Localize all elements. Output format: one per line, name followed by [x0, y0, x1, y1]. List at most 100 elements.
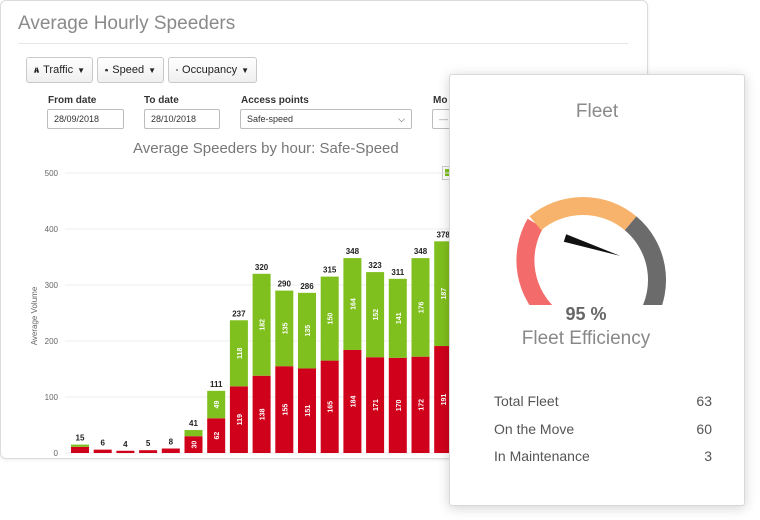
- bar-green-value-label: 141: [396, 312, 403, 324]
- bar-red-segment[interactable]: [161, 448, 180, 453]
- y-axis-title: Average Volume: [30, 286, 39, 345]
- bar-green-segment[interactable]: [343, 258, 362, 350]
- chevron-down-icon: ▼: [77, 65, 85, 75]
- bar-red-value-label: 151: [305, 405, 312, 417]
- y-tick-label: 300: [45, 281, 59, 290]
- bar-green-value-label: 49: [214, 401, 221, 409]
- panel-title: Average Hourly Speeders: [18, 13, 236, 34]
- road-icon: [34, 67, 40, 73]
- speed-dropdown-button[interactable]: Speed ▼: [97, 57, 164, 83]
- more-filter-label: Mo: [433, 95, 448, 106]
- on-the-move-label: On the Move: [494, 421, 575, 437]
- bar-green-segment[interactable]: [298, 292, 316, 369]
- bar-red-segment[interactable]: [298, 368, 316, 453]
- bar-red-value-label: 184: [350, 396, 357, 408]
- bar-green-segment[interactable]: [411, 258, 430, 357]
- bar-red-value-label: 191: [441, 394, 448, 406]
- bar-red-segment[interactable]: [139, 450, 158, 453]
- bar-red-value-label: 62: [214, 432, 221, 440]
- bar-green-value-label: 164: [350, 298, 357, 310]
- bar-red-value-label: 119: [237, 414, 244, 425]
- bar-total-label: 311: [391, 268, 404, 277]
- bar-total-label: 290: [278, 280, 292, 289]
- bar-red-value-label: 170: [396, 399, 403, 411]
- bar-red-value-label: 171: [373, 399, 380, 411]
- to-date-input[interactable]: 28/10/2018: [144, 109, 220, 129]
- y-tick-label: 200: [45, 337, 59, 346]
- bar-total-label: 5: [146, 439, 151, 448]
- occupancy-label: Occupancy: [182, 64, 238, 76]
- bar-green-value-label: 150: [328, 313, 335, 325]
- to-date-label: To date: [144, 95, 179, 106]
- bar-green-segment[interactable]: [229, 320, 248, 387]
- bar-total-label: 320: [255, 263, 269, 272]
- bar-red-segment[interactable]: [71, 446, 89, 453]
- bar-red-segment[interactable]: [252, 375, 271, 453]
- chevron-down-icon: ⌵: [398, 113, 405, 124]
- bar-red-segment[interactable]: [343, 349, 362, 453]
- on-the-move-value: 60: [696, 421, 712, 437]
- efficiency-label: Fleet Efficiency: [521, 328, 651, 349]
- bar-total-label: 348: [346, 247, 360, 256]
- bar-red-segment[interactable]: [116, 450, 135, 453]
- bar-red-segment[interactable]: [411, 356, 430, 453]
- bar-green-segment[interactable]: [184, 430, 203, 437]
- bar-red-segment[interactable]: [229, 386, 248, 453]
- y-tick-label: 100: [45, 393, 59, 402]
- access-points-select[interactable]: Safe-speed ⌵: [240, 109, 412, 129]
- from-date-input[interactable]: 28/09/2018: [47, 109, 124, 129]
- bar-green-segment[interactable]: [388, 278, 407, 358]
- speedometer-icon: [105, 68, 109, 72]
- bar-green-value-label: 176: [419, 301, 426, 313]
- bar-green-segment[interactable]: [207, 390, 226, 419]
- bar-total-label: 4: [123, 440, 128, 449]
- bar-green-segment[interactable]: [275, 290, 294, 367]
- home-icon: [176, 69, 179, 71]
- bar-green-value-label: 118: [237, 348, 244, 359]
- bar-red-segment[interactable]: [275, 366, 294, 453]
- traffic-dropdown-button[interactable]: Traffic ▼: [26, 57, 93, 83]
- bar-red-value-label: 165: [328, 401, 335, 413]
- bar-total-label: 237: [232, 309, 246, 318]
- bar-green-value-label: 187: [441, 288, 448, 300]
- bar-green-value-label: 152: [373, 309, 380, 321]
- bar-green-segment[interactable]: [71, 444, 89, 447]
- from-date-label: From date: [48, 95, 97, 106]
- fleet-title: Fleet: [575, 101, 619, 122]
- speeders-chart: 0 100 200 300 400 500 15 6 4 5 8 41 30 111 62 49 237 119…: [30, 169, 453, 458]
- bar-red-segment[interactable]: [320, 360, 339, 453]
- bar-red-value-label: 30: [192, 441, 199, 449]
- gauge-needle: [563, 234, 621, 256]
- bar-red-segment[interactable]: [207, 418, 226, 453]
- bar-green-segment[interactable]: [366, 272, 385, 358]
- bar-green-value-label: 135: [282, 322, 289, 334]
- bar-total-label: 6: [100, 439, 105, 448]
- bar-green-segment[interactable]: [252, 273, 271, 376]
- bar-red-value-label: 138: [260, 408, 267, 420]
- access-points-label: Access points: [241, 95, 309, 106]
- bar-red-segment[interactable]: [184, 436, 203, 453]
- in-maintenance-value: 3: [704, 448, 712, 464]
- bar-red-value-label: 155: [282, 404, 289, 416]
- bar-total-label: 286: [300, 282, 314, 291]
- bar-red-value-label: 172: [419, 399, 426, 411]
- bar-green-segment[interactable]: [434, 241, 453, 347]
- bar-total-label: 15: [76, 434, 85, 443]
- gauge-orange-segment: [529, 197, 637, 231]
- bar-red-segment[interactable]: [388, 357, 407, 453]
- title-divider: [18, 43, 628, 44]
- occupancy-dropdown-button[interactable]: Occupancy ▼: [168, 57, 257, 83]
- chevron-down-icon: ▼: [241, 65, 249, 75]
- in-maintenance-label: In Maintenance: [494, 448, 590, 464]
- bar-red-segment[interactable]: [366, 357, 385, 453]
- bar-total-label: 315: [323, 266, 337, 275]
- fleet-efficiency-gauge: [516, 197, 666, 305]
- bar-green-value-label: 135: [305, 325, 312, 337]
- total-fleet-value: 63: [696, 393, 712, 409]
- bar-green-segment[interactable]: [320, 276, 339, 361]
- bar-red-segment[interactable]: [93, 449, 112, 453]
- bar-red-segment[interactable]: [434, 346, 453, 453]
- bar-total-label: 41: [189, 419, 198, 428]
- gauge-red-segment: [516, 218, 553, 305]
- bar-green-value-label: 182: [260, 319, 267, 331]
